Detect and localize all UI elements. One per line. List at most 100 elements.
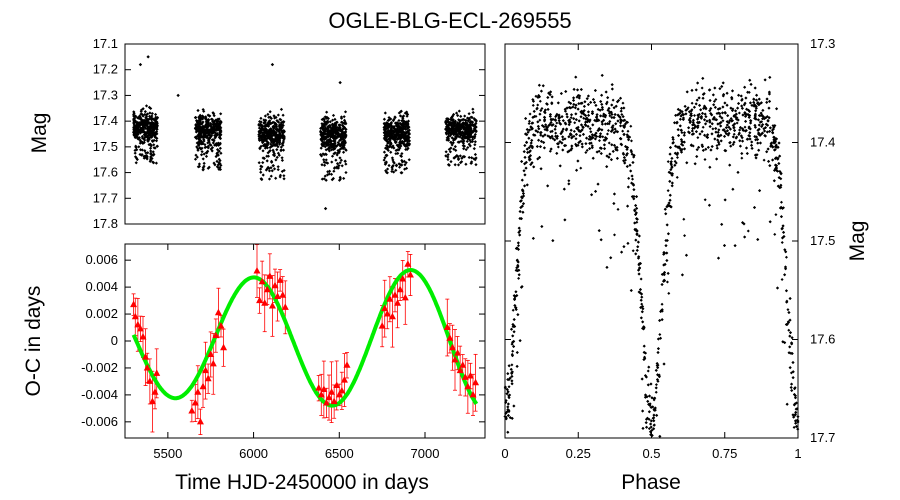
light-curve-point xyxy=(194,153,198,157)
light-curve-point xyxy=(262,121,266,125)
phased-point xyxy=(585,97,589,101)
light-curve-point xyxy=(461,140,465,144)
phased-point xyxy=(521,210,525,214)
light-curve-point xyxy=(444,150,448,154)
light-curve-point xyxy=(281,148,286,152)
phased-point xyxy=(509,367,513,371)
light-curve-point xyxy=(405,112,410,116)
phased-point xyxy=(635,195,639,199)
phased-point xyxy=(542,119,546,123)
phased-point xyxy=(553,127,557,131)
phased-point xyxy=(763,129,767,133)
phased-point xyxy=(680,147,684,151)
o-c-point xyxy=(391,291,399,298)
phased-point xyxy=(793,387,797,391)
phased-point xyxy=(743,85,747,89)
phased-point xyxy=(507,378,511,382)
phased-point xyxy=(646,383,650,387)
light-curve-point xyxy=(257,131,261,135)
light-curve-point xyxy=(217,149,221,153)
light-curve-point xyxy=(474,128,478,132)
light-curve-point xyxy=(203,142,207,147)
light-curve-point xyxy=(218,135,222,139)
phased-point xyxy=(687,110,691,114)
light-curve-point xyxy=(406,137,410,141)
phased-point xyxy=(535,106,539,110)
phased-point xyxy=(788,366,792,370)
o-c-point xyxy=(338,386,346,394)
phased-point xyxy=(640,377,644,381)
light-curve-point xyxy=(470,115,474,120)
phased-point xyxy=(676,128,680,132)
phased-point xyxy=(565,106,569,110)
y-tick-label: 17.4 xyxy=(93,113,118,128)
light-curve-point xyxy=(324,148,328,152)
phased-point xyxy=(506,402,510,406)
light-curve-y-axis-label: Mag xyxy=(28,113,51,154)
phased-point xyxy=(576,107,580,111)
phased-point xyxy=(595,118,599,122)
phased-point xyxy=(633,221,637,225)
phased-point xyxy=(527,122,531,126)
phased-point xyxy=(555,151,559,155)
phased-point xyxy=(543,133,547,137)
phased-point xyxy=(687,131,691,135)
phased-point xyxy=(612,106,616,110)
phased-point xyxy=(576,88,580,92)
phased-point xyxy=(713,86,717,90)
phased-point xyxy=(721,119,725,123)
phased-point xyxy=(517,244,521,248)
light-curve-point xyxy=(145,155,149,159)
phased-point xyxy=(506,430,510,434)
phased-point xyxy=(574,103,578,107)
y-tick-label: 17.6 xyxy=(93,165,118,180)
light-curve-point xyxy=(319,133,323,137)
light-curve-point xyxy=(322,122,326,126)
light-curve-point xyxy=(467,137,471,141)
light-curve-point xyxy=(277,129,281,134)
phased-point xyxy=(777,141,781,145)
phased-point xyxy=(748,127,752,131)
phased-point xyxy=(590,193,594,197)
light-curve-point xyxy=(263,146,267,150)
light-curve-point xyxy=(202,152,206,156)
light-curve-point xyxy=(461,144,465,148)
light-curve-point xyxy=(193,157,198,161)
phased-point xyxy=(561,137,565,141)
phased-point xyxy=(574,137,578,141)
light-curve-point xyxy=(462,131,466,135)
phased-point xyxy=(600,93,604,97)
phased-point xyxy=(520,160,524,164)
light-curve-point xyxy=(273,124,277,129)
light-curve-point xyxy=(457,124,462,129)
light-curve-point xyxy=(399,163,404,167)
light-curve-point xyxy=(453,163,457,167)
phased-point xyxy=(536,124,540,128)
light-curve-point xyxy=(342,118,347,123)
light-curve-point xyxy=(320,117,324,122)
light-curve-point xyxy=(271,141,275,146)
phased-point xyxy=(788,345,792,349)
light-curve-point xyxy=(343,110,348,114)
phased-point xyxy=(541,134,545,138)
light-curve-point xyxy=(335,162,340,166)
light-curve-point xyxy=(143,149,147,153)
light-curve-point xyxy=(400,160,405,164)
light-curve-point xyxy=(264,168,268,172)
light-curve-point xyxy=(403,134,407,138)
light-curve-panel: 17.117.217.317.417.517.617.717.8 Mag xyxy=(28,36,486,231)
light-curve-point xyxy=(320,131,324,135)
light-curve-point xyxy=(261,139,265,144)
light-curve-point xyxy=(134,161,138,165)
phased-point xyxy=(791,361,795,365)
phased-point xyxy=(694,102,698,106)
phased-point xyxy=(537,95,541,99)
light-curve-point xyxy=(320,163,324,167)
phased-point xyxy=(673,151,677,155)
light-curve-point xyxy=(196,148,200,152)
o-c-point xyxy=(151,388,159,395)
light-curve-point xyxy=(474,163,478,167)
y-tick-label: 17.7 xyxy=(93,190,118,205)
phased-point xyxy=(551,239,555,243)
